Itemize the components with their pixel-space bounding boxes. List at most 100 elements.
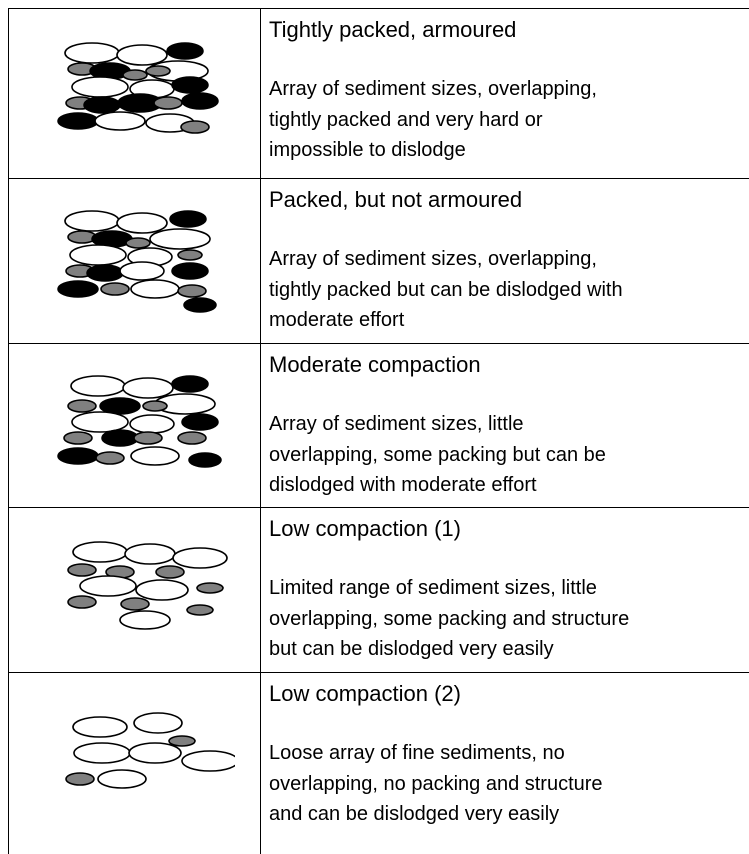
sediment-illustration <box>57 375 222 468</box>
sediment-grain <box>97 769 147 789</box>
description-line: Limited range of sediment sizes, little <box>269 577 597 599</box>
sediment-grain <box>71 411 129 433</box>
sediment-grain <box>181 413 219 431</box>
sediment-grain <box>73 742 131 764</box>
sediment-grain <box>171 76 209 94</box>
sediment-grain <box>86 264 124 282</box>
row-title: Packed, but not armoured <box>269 187 523 212</box>
description-line: Array of sediment sizes, overlapping, <box>269 78 597 100</box>
sediment-grain <box>135 579 189 601</box>
sediment-grain <box>177 284 207 298</box>
sediment-grain <box>155 565 185 579</box>
row-divider <box>8 507 749 508</box>
description-line: moderate effort <box>269 309 405 331</box>
sediment-grain <box>79 575 137 597</box>
sediment-grain <box>64 42 120 64</box>
description-cell: Low compaction (2) Loose array of fine se… <box>269 680 749 830</box>
row-title: Low compaction (2) <box>269 681 461 706</box>
sediment-grain <box>67 563 97 577</box>
sediment-grain <box>177 431 207 445</box>
description-line: tightly packed but can be dislodged with <box>269 278 623 301</box>
description-cell: Packed, but not armoured Array of sedimen… <box>269 186 749 336</box>
sediment-grain <box>120 597 150 611</box>
sediment-grain <box>83 96 121 114</box>
row-description: Array of sediment sizes, overlapping, tig… <box>269 74 749 166</box>
row-description: Array of sediment sizes, little overlappi… <box>269 409 749 501</box>
sediment-grain <box>125 237 151 249</box>
sediment-grain <box>71 76 129 98</box>
description-line: Loose array of fine sediments, no <box>269 742 565 764</box>
description-line: overlapping, some packing and structure <box>269 607 630 630</box>
sediment-illustration <box>57 42 219 134</box>
description-line: Array of sediment sizes, little <box>269 413 524 435</box>
sediment-grain <box>116 44 168 66</box>
sediment-grain <box>166 42 204 60</box>
sediment-grain <box>116 212 168 234</box>
sediment-grain <box>124 543 176 565</box>
sediment-grain <box>67 399 97 413</box>
sediment-grain <box>57 112 99 130</box>
row-title: Moderate compaction <box>269 352 481 377</box>
sediment-grain <box>171 375 209 393</box>
sediment-grain <box>186 604 214 616</box>
sediment-illustration <box>57 210 217 313</box>
sediment-grain <box>128 742 182 764</box>
row-divider <box>8 672 749 673</box>
description-line: tightly packed and very hard or <box>269 108 543 131</box>
sediment-grain <box>133 431 163 445</box>
sediment-grain <box>99 397 141 415</box>
sediment-grain <box>145 65 171 77</box>
sediment-grain <box>183 297 217 313</box>
sediment-grain <box>100 282 130 296</box>
sediment-grain <box>149 228 211 250</box>
row-description: Loose array of fine sediments, no overlap… <box>269 738 749 830</box>
sediment-grain <box>122 69 148 81</box>
description-line: but can be dislodged very easily <box>269 638 554 660</box>
row-divider <box>8 343 749 344</box>
description-line: overlapping, some packing but can be <box>269 443 606 466</box>
sediment-grain <box>57 447 99 465</box>
description-line: overlapping, no packing and structure <box>269 772 603 795</box>
sediment-grain <box>177 249 203 261</box>
row-description: Limited range of sediment sizes, little o… <box>269 573 749 665</box>
sediment-grain <box>95 451 125 465</box>
description-cell: Low compaction (1) Limited range of sedim… <box>269 515 749 665</box>
sediment-grain <box>67 595 97 609</box>
sediment-grain <box>119 261 165 281</box>
sediment-grain <box>196 582 224 594</box>
sediment-grain <box>130 279 180 299</box>
sediment-grain <box>130 446 180 466</box>
sediment-grain <box>64 210 120 232</box>
sediment-grain <box>101 429 139 447</box>
description-line: impossible to dislodge <box>269 139 466 161</box>
sediment-grain <box>181 750 235 772</box>
description-line: dislodged with moderate effort <box>269 474 537 496</box>
column-divider <box>260 8 261 854</box>
sediment-grain <box>169 210 207 228</box>
sediment-grain <box>65 772 95 786</box>
sediment-illustration <box>67 541 228 630</box>
sediment-grain <box>94 111 146 131</box>
sediment-grain <box>133 712 183 734</box>
sediment-grain <box>122 377 174 399</box>
sediment-grain <box>180 120 210 134</box>
table-border <box>8 8 9 854</box>
sediment-grain <box>171 262 209 280</box>
sediment-grain <box>153 96 183 110</box>
sediment-grain <box>188 452 222 468</box>
sediment-grain <box>72 716 128 738</box>
description-line: Array of sediment sizes, overlapping, <box>269 248 597 270</box>
sediment-grain <box>181 92 219 110</box>
row-description: Array of sediment sizes, overlapping, tig… <box>269 244 749 336</box>
sediment-grain <box>172 547 228 569</box>
sediment-grain <box>70 375 126 397</box>
row-title: Low compaction (1) <box>269 516 461 541</box>
sediment-grain <box>69 244 127 266</box>
description-cell: Tightly packed, armoured Array of sedimen… <box>269 16 749 166</box>
description-cell: Moderate compaction Array of sediment siz… <box>269 351 749 501</box>
sediment-illustration <box>65 712 235 789</box>
sediment-grain <box>168 735 196 747</box>
row-divider <box>8 8 749 9</box>
sediment-grain <box>119 610 171 630</box>
